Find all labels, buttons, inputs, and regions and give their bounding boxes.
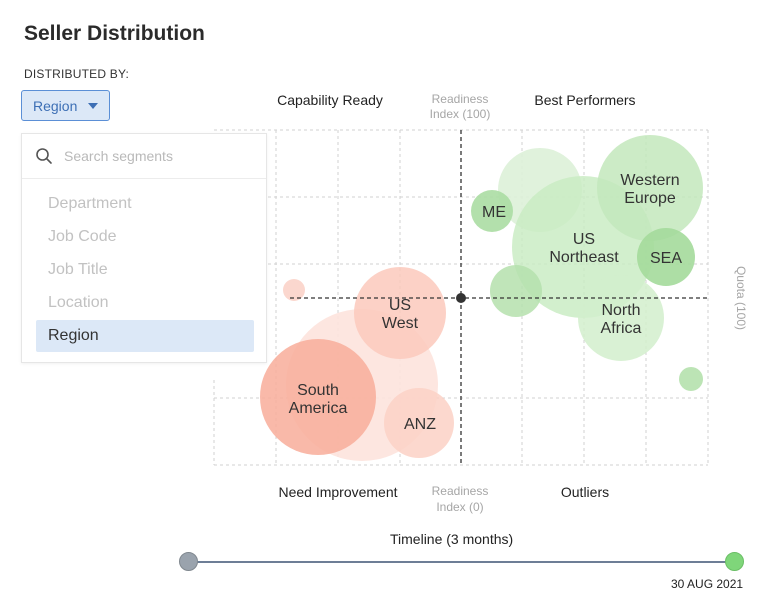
option-region[interactable]: Region <box>36 320 254 352</box>
bubble-me[interactable] <box>471 190 513 232</box>
timeline-start-handle[interactable] <box>179 552 198 571</box>
bubble-label-western-europe-1: Western <box>620 172 679 189</box>
bubble-label-anz: ANZ <box>404 416 436 433</box>
search-row <box>22 134 266 179</box>
page-title: Seller Distribution <box>24 22 205 45</box>
bubble-label-us-northeast-2: Northeast <box>549 249 619 266</box>
bubble-sea[interactable] <box>637 228 695 286</box>
bubble-western-europe[interactable] <box>597 135 703 241</box>
select-value: Region <box>33 98 78 114</box>
axis-label-top-2: Index (100) <box>430 107 491 121</box>
option-job-title[interactable]: Job Title <box>48 261 108 278</box>
option-location[interactable]: Location <box>48 294 109 311</box>
bubble-label-us-west-1: US <box>389 297 411 314</box>
distributed-by-label: DISTRIBUTED BY: <box>24 67 130 81</box>
bubble-label-north-africa-1: North <box>601 302 640 319</box>
segment-dropdown: Department Job Code Job Title Location R… <box>21 133 267 363</box>
axis-label-bottom-1: Readiness <box>432 484 489 498</box>
timeline-end-date: 30 AUG 2021 <box>671 577 744 591</box>
distributed-by-select[interactable]: Region <box>21 90 110 121</box>
timeline-label: Timeline (3 months) <box>390 531 514 547</box>
bubble-unlabeled-mid[interactable] <box>490 265 542 317</box>
bubble-unlabeled-small[interactable] <box>679 367 703 391</box>
timeline-end-handle[interactable] <box>725 552 744 571</box>
bubble-label-us-west-2: West <box>382 315 419 332</box>
bubble-label-south-america-1: South <box>297 382 339 399</box>
bubble-label-western-europe-2: Europe <box>624 190 676 207</box>
axis-label-right: Quota (100) <box>734 266 748 330</box>
axis-label-top-1: Readiness <box>432 92 489 106</box>
axis-origin-dot <box>456 293 466 303</box>
option-department[interactable]: Department <box>48 195 132 212</box>
quadrant-label-bottom-left: Need Improvement <box>278 484 397 500</box>
chevron-down-icon <box>88 103 98 109</box>
bubble-south-america[interactable] <box>260 339 376 455</box>
bubble-anz[interactable] <box>384 388 454 458</box>
bubble-label-north-africa-2: Africa <box>601 320 642 337</box>
bubble-north-africa[interactable] <box>578 275 664 361</box>
timeline-track[interactable] <box>188 561 734 563</box>
search-input[interactable] <box>64 145 254 167</box>
search-icon <box>36 148 52 164</box>
quadrant-label-bottom-right: Outliers <box>561 484 609 500</box>
quadrant-label-top-left: Capability Ready <box>277 92 383 108</box>
quadrant-label-top-right: Best Performers <box>534 92 635 108</box>
bubble-us-west[interactable] <box>354 267 446 359</box>
bubble-label-us-northeast-1: US <box>573 231 595 248</box>
bubble-label-south-america-2: America <box>289 400 348 417</box>
bubble-label-me: ME <box>482 204 506 221</box>
bubble-label-sea: SEA <box>650 250 682 267</box>
bubble-unlabeled-red-small[interactable] <box>283 279 305 301</box>
option-job-code[interactable]: Job Code <box>48 228 117 245</box>
axis-label-bottom-2: Index (0) <box>436 500 483 514</box>
